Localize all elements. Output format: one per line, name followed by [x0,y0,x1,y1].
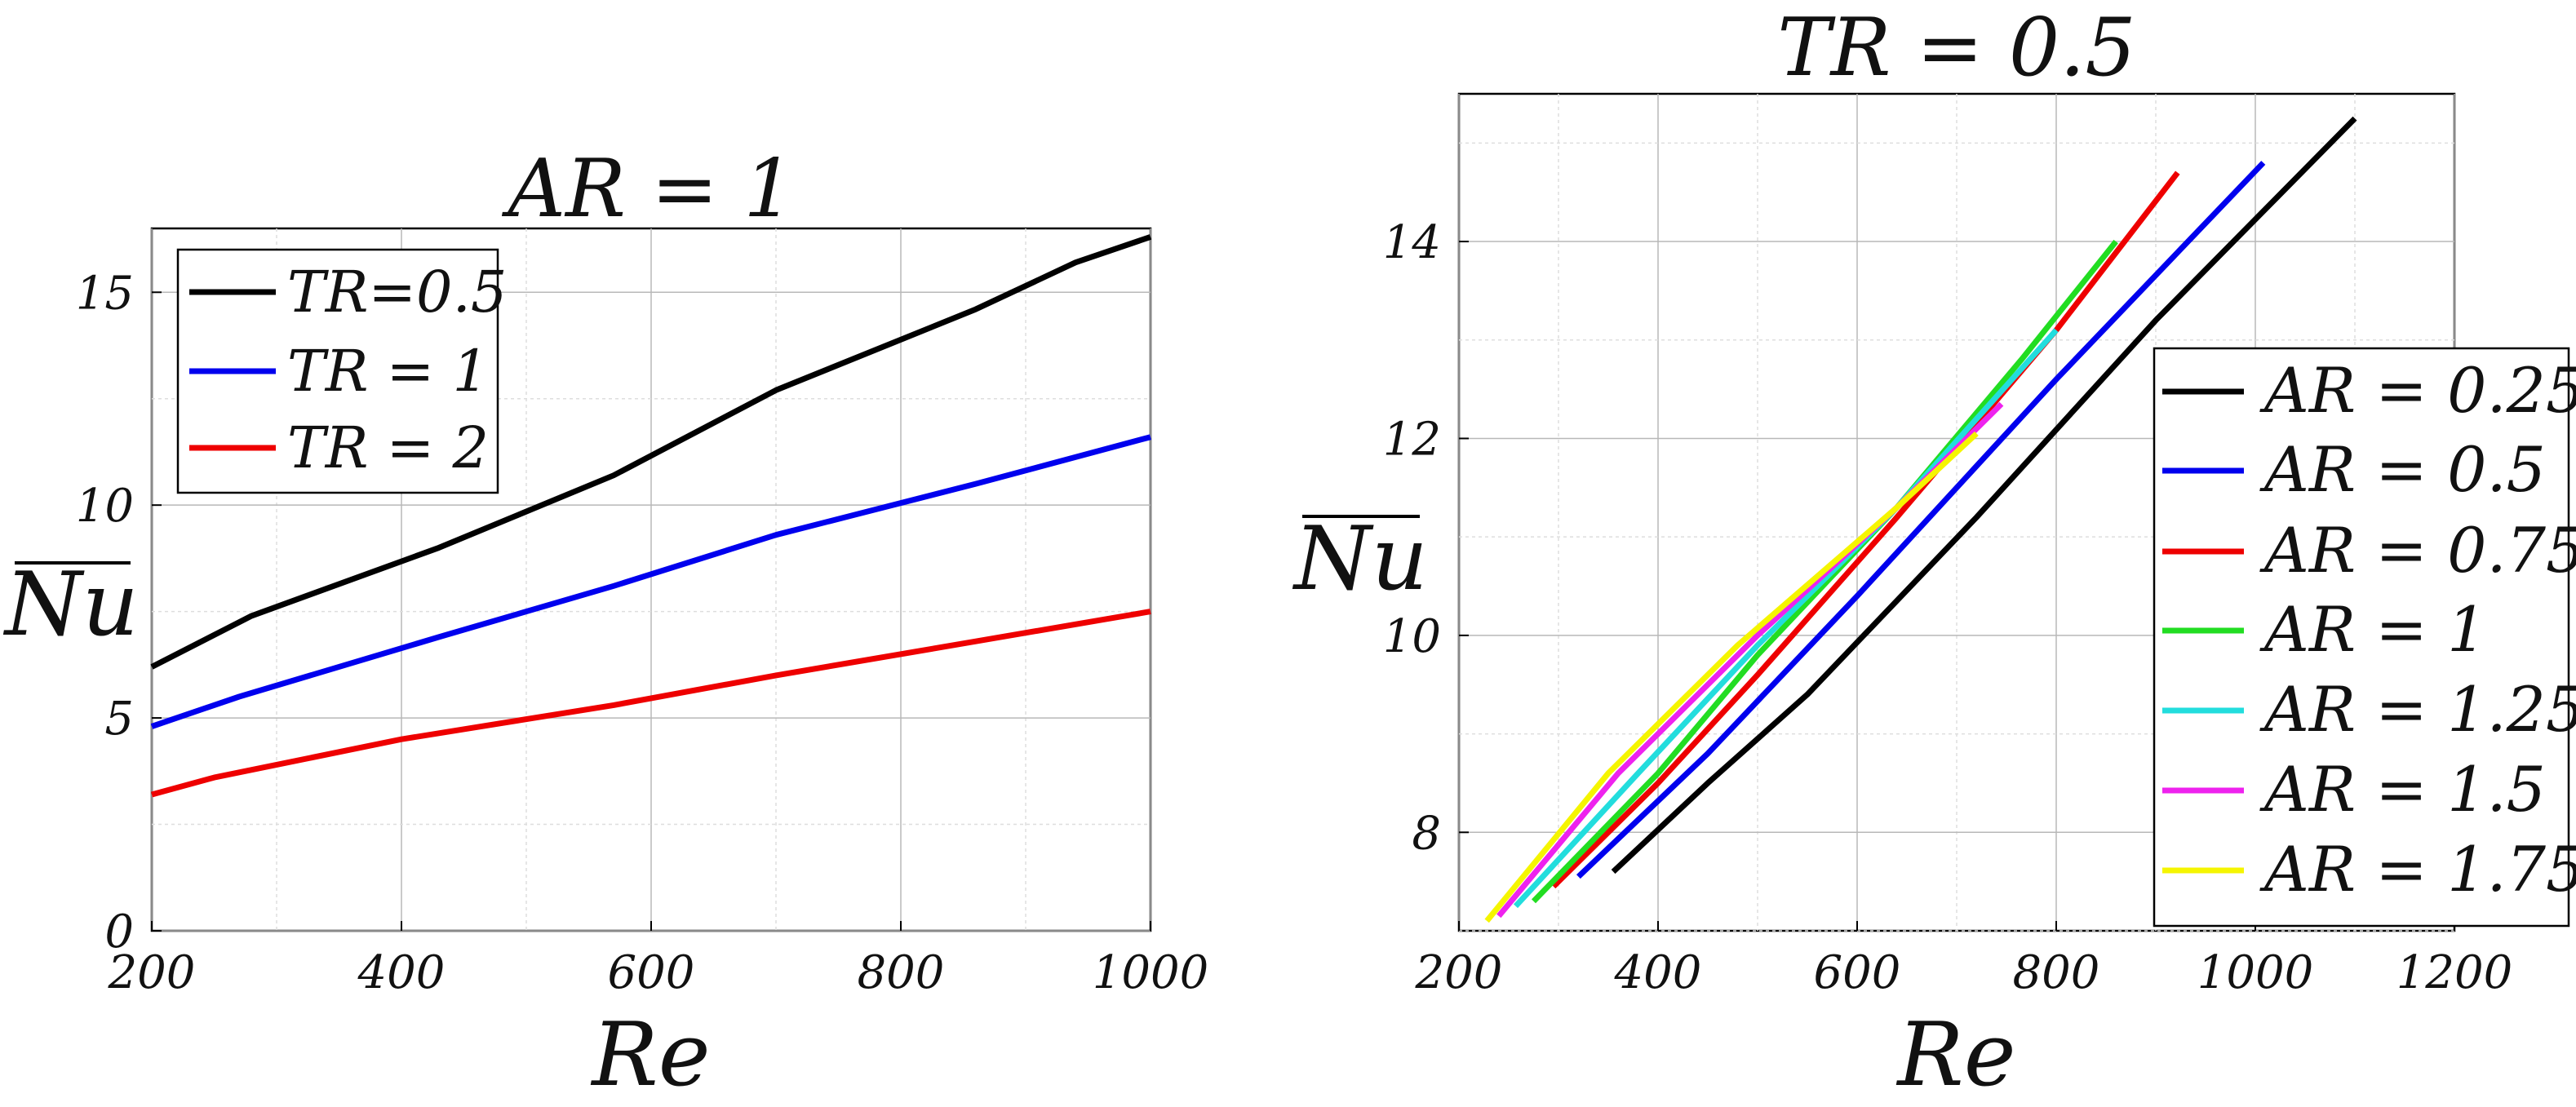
right-x-tick-label: 200 [1415,946,1503,999]
right-y-tick-label: 14 [1383,216,1441,269]
left-x-tick-label: 600 [608,946,695,999]
right-series-ar-0-5 [1576,161,2266,879]
left-chart: 200 400 600 800 1000 0 5 10 15 AR = 1 Re Nu TR=… [2,143,1209,1106]
left-x-tick-label: 400 [357,946,446,999]
right-y-tick-label: 8 [1412,807,1441,860]
right-x-tick-label: 1000 [2197,946,2314,999]
left-x-tick-label: 200 [108,946,196,999]
left-y-tick-label: 10 [76,480,134,533]
left-legend-label-tr-1: TR = 1 [287,338,489,405]
right-series-ar-0-25 [1611,116,2357,875]
right-x-tick-label: 600 [1814,946,1901,999]
left-series-tr-1 [150,434,1151,729]
right-legend: AR = 0.25 AR = 0.5 AR = 0.75 AR = 1 AR =… [2153,347,2576,928]
left-y-tick-label: 0 [104,906,134,959]
left-y-tick-labels: 0 5 10 15 [76,267,162,959]
right-x-tick-label: 1200 [2396,946,2513,999]
right-chart: 200 400 600 800 1000 1200 8 10 12 14 TR = 0.5 Re… [1292,2,2576,1106]
left-series-tr-2 [151,609,1151,798]
right-legend-label-ar-0-75: AR = 0.75 [2259,514,2576,587]
right-series-ar-1-25 [1513,328,2059,909]
right-y-axis-label: Nu [1292,508,1428,610]
left-y-tick-label: 5 [104,693,134,746]
left-x-tick-labels: 200 400 600 800 1000 [108,921,1209,999]
left-y-axis-label: Nu [2,554,139,656]
left-legend-label-tr-0-5: TR=0.5 [287,259,507,325]
right-x-tick-label: 400 [1614,946,1702,999]
right-y-tick-label: 12 [1383,413,1441,466]
right-legend-label-ar-0-25: AR = 0.25 [2259,354,2576,427]
right-legend-label-ar-1-75: AR = 1.75 [2259,833,2576,906]
right-legend-label-ar-0-5: AR = 0.5 [2259,433,2546,506]
right-legend-label-ar-1-5: AR = 1.5 [2259,753,2546,826]
left-series-tr-0-5 [150,234,1152,670]
left-legend: TR=0.5 TR = 1 TR = 2 [176,248,507,494]
right-series-lines [1484,116,2357,923]
right-legend-box [2153,347,2570,928]
right-y-tick-label: 10 [1383,610,1441,663]
right-x-tick-label: 800 [2013,946,2100,999]
left-legend-label-tr-2: TR = 2 [287,414,489,481]
left-y-tick-label: 15 [76,267,134,320]
right-x-tick-labels: 200 400 600 800 1000 1200 [1415,921,2513,999]
right-legend-label-ar-1: AR = 1 [2259,593,2486,666]
right-x-axis-label: Re [1895,1004,2015,1103]
left-x-tick-label: 800 [858,946,945,999]
right-series-ar-1 [1531,239,2118,904]
right-legend-label-ar-1-25: AR = 1.25 [2259,673,2576,746]
right-series-ar-0-75 [1551,170,2180,889]
left-chart-title: AR = 1 [501,143,794,236]
right-chart-title: TR = 0.5 [1777,2,2135,95]
right-y-tick-labels: 8 10 12 14 [1383,216,1469,860]
left-x-tick-label: 1000 [1093,946,1209,999]
left-series-lines [150,234,1152,798]
left-x-axis-label: Re [590,1004,710,1103]
right-series-ar-1-75 [1484,431,1979,923]
